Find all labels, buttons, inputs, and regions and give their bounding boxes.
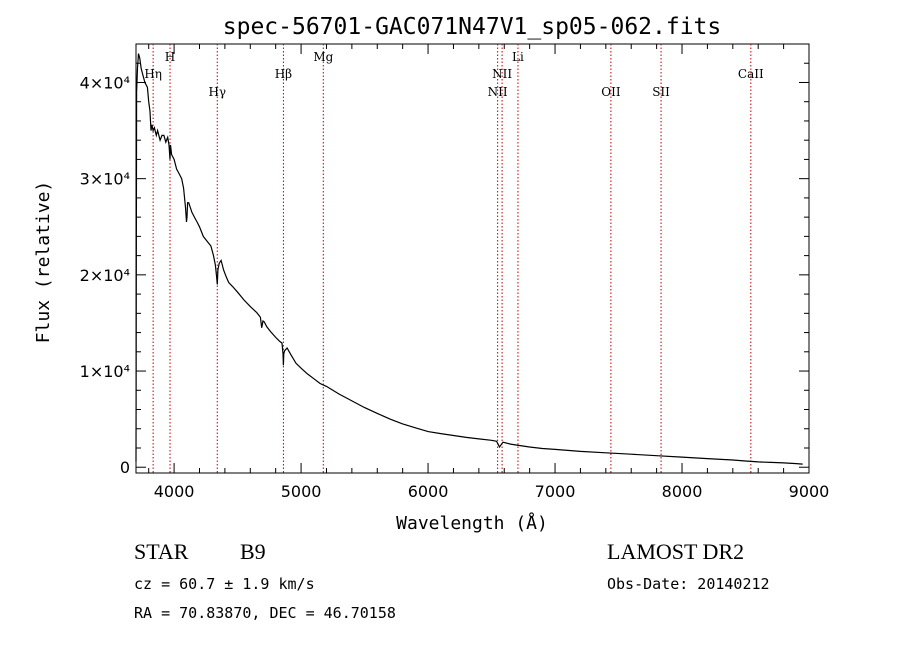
y-tick-label: 0 (120, 458, 130, 477)
y-tick-label: 3×10⁴ (80, 170, 130, 189)
y-tick-label: 1×10⁴ (80, 362, 130, 381)
survey-name: LAMOST DR2 (607, 539, 745, 564)
marker-label-9: SII (652, 85, 670, 99)
chart-title: spec-56701-GAC071N47V1_sp05-062.fits (223, 14, 722, 40)
marker-label-6: NII (492, 67, 512, 81)
y-tick-label: 2×10⁴ (80, 266, 130, 285)
object-subclass: B9 (240, 539, 266, 564)
y-axis-ticks: 0 1×10⁴ 2×10⁴ 3×10⁴ 4×10⁴ (80, 62, 809, 477)
x-tick-label: 5000 (281, 482, 322, 501)
marker-label-10: CaII (738, 67, 764, 81)
y-axis-label: Flux (relative) (33, 181, 54, 344)
x-tick-label: 8000 (662, 482, 703, 501)
marker-label-3: Hβ (275, 67, 292, 81)
x-tick-label: 6000 (408, 482, 449, 501)
marker-label-0: Hη (144, 67, 162, 81)
spectrum-line (135, 53, 803, 465)
x-tick-label: 4000 (154, 482, 195, 501)
marker-label-7: Li (512, 50, 524, 64)
marker-lines (152, 44, 752, 473)
marker-label-1: H (165, 50, 175, 64)
y-tick-label: 4×10⁴ (80, 73, 130, 92)
object-class: STAR (134, 539, 189, 564)
marker-label-4: Mg (313, 50, 333, 64)
x-tick-label: 7000 (535, 482, 576, 501)
redshift-readout: cz = 60.7 ± 1.9 km/s (134, 575, 315, 593)
x-axis-label: Wavelength (Å) (396, 512, 548, 534)
marker-label-2: Hγ (208, 85, 226, 99)
coordinates-readout: RA = 70.83870, DEC = 46.70158 (134, 604, 396, 622)
plot-frame (135, 43, 810, 474)
x-axis-ticks: 4000 5000 6000 7000 8000 9000 (148, 44, 830, 501)
observation-date: Obs-Date: 20140212 (607, 575, 770, 593)
x-tick-label: 9000 (789, 482, 830, 501)
marker-label-8: OII (601, 85, 621, 99)
marker-label-5: NII (488, 85, 508, 99)
